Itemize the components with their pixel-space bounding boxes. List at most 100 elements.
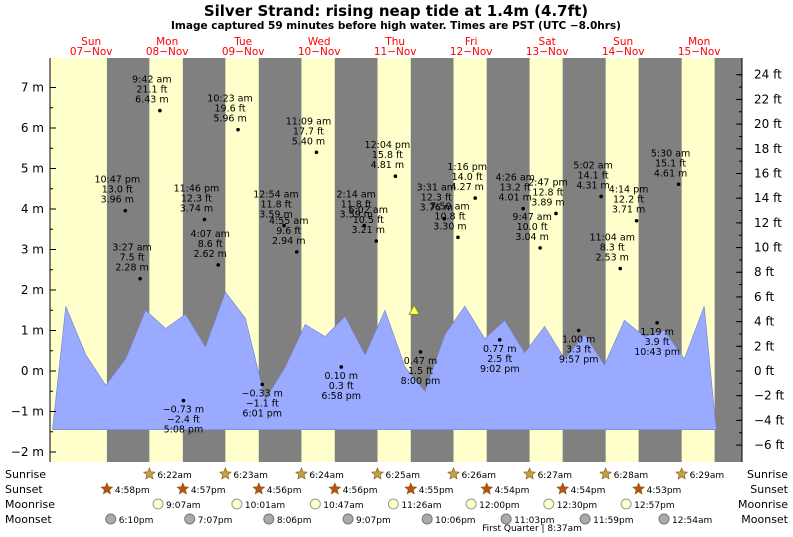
- moonrise-icon: [620, 498, 632, 510]
- tide-m-label: 3.89 m: [531, 197, 564, 208]
- tide-time-label: 11:46 pm: [174, 184, 220, 195]
- tide-point: [181, 398, 186, 403]
- day-name: Tue: [233, 36, 252, 48]
- tide-m-label: 1.00 m: [562, 335, 595, 346]
- tide-ft-label: 21.1 ft: [136, 85, 167, 96]
- left-tick-label: 1 m: [21, 324, 44, 338]
- row-label-right: Moonrise: [738, 498, 788, 511]
- tide-m-label: 5.40 m: [292, 136, 325, 147]
- sunrise-time: 6:27am: [538, 471, 573, 481]
- moonset-time: 11:59pm: [593, 516, 633, 526]
- tide-point: [456, 235, 460, 240]
- tide-time-label: 10:43 pm: [634, 347, 680, 358]
- moonrise-icon: [309, 498, 321, 510]
- day-name: Thu: [384, 36, 405, 48]
- first-quarter-label: First Quarter | 8:37am: [482, 524, 582, 534]
- moonset-time: 12:54am: [672, 516, 712, 526]
- sunrise-time: 6:29am: [690, 471, 725, 481]
- tide-point: [158, 108, 162, 113]
- tide-point: [123, 208, 128, 213]
- sunrise-icon: [142, 467, 156, 480]
- sunset-time: 4:56pm: [343, 486, 378, 496]
- day-name: Mon: [156, 36, 178, 48]
- tide-ft-label: 13.0 ft: [102, 185, 133, 196]
- day-labels: Sun07−NovMon08−NovTue09−NovWed10−NovThu1…: [70, 36, 721, 58]
- moonset-time: 10:06pm: [435, 516, 475, 526]
- tide-ft-label: 17.7 ft: [293, 126, 324, 137]
- tide-m-label: 1.19 m: [640, 327, 673, 338]
- tide-m-label: 0.47 m: [404, 356, 437, 367]
- tide-point: [393, 174, 398, 178]
- sunrise-time: 6:23am: [233, 471, 268, 481]
- tide-m-label: 3.21 m: [352, 225, 385, 236]
- moonset-icon: [579, 513, 591, 525]
- tide-time-label: 12:04 pm: [365, 140, 411, 151]
- moonrise-time: 12:00pm: [479, 501, 519, 511]
- left-tick-label: 0 m: [21, 364, 44, 378]
- tide-time-label: 10:47 pm: [94, 175, 140, 186]
- tide-ft-label: 8.6 ft: [198, 239, 223, 250]
- tide-ft-label: 13.2 ft: [500, 183, 531, 194]
- tide-m-label: 5.96 m: [213, 114, 246, 125]
- moonset-icon: [342, 513, 354, 525]
- tide-m-label: 3.59 m: [340, 210, 373, 221]
- sunrise-icon: [599, 467, 613, 480]
- tide-ft-label: 10.8 ft: [434, 211, 465, 222]
- tide-point: [294, 250, 299, 254]
- tide-m-label: 4.27 m: [450, 182, 483, 193]
- tide-point: [599, 194, 603, 199]
- day-date: 15−Nov: [678, 46, 721, 58]
- tide-time-label: 9:47 am: [512, 212, 551, 223]
- left-tick-label: −2 m: [11, 445, 44, 459]
- tide-m-label: 2.53 m: [596, 253, 629, 264]
- tide-point: [418, 350, 423, 354]
- tide-m-label: 3.71 m: [612, 205, 645, 216]
- tide-point: [497, 338, 502, 342]
- row-label-left: Sunrise: [5, 468, 46, 481]
- tide-point: [362, 223, 367, 228]
- tide-time-label: 2:47 pm: [528, 177, 568, 188]
- water-level-area: [52, 291, 717, 431]
- tide-point: [676, 182, 681, 187]
- row-label-right: Moonset: [741, 513, 788, 526]
- moonset-icon: [658, 513, 670, 525]
- moonset-time: 9:07pm: [356, 516, 391, 526]
- tide-ft-label: 14.1 ft: [578, 170, 609, 181]
- moonrise-time: 11:26am: [401, 501, 441, 511]
- tide-time-label: 4:55 am: [269, 216, 308, 227]
- tide-time-label: 6:01 pm: [242, 408, 282, 419]
- day-date: 14−Nov: [602, 46, 645, 58]
- tide-ft-label: 11.8 ft: [260, 200, 291, 211]
- tide-m-label: 4.81 m: [371, 160, 404, 171]
- day-date: 13−Nov: [526, 46, 569, 58]
- tide-m-label: 0.10 m: [325, 371, 358, 382]
- sunrise-time: 6:28am: [614, 471, 649, 481]
- moonset-time: 7:07pm: [198, 516, 233, 526]
- tide-m-label: 3.76 m: [420, 203, 453, 214]
- tide-m-label: 4.31 m: [576, 180, 609, 191]
- tide-ft-label: 9.6 ft: [276, 226, 301, 237]
- right-tick-label: −6 ft: [754, 438, 785, 452]
- sunset-time: 4:58pm: [115, 486, 150, 496]
- sunrise-icon: [294, 467, 308, 480]
- tide-point: [282, 223, 286, 228]
- tide-ft-label: 0.3 ft: [329, 381, 354, 392]
- tide-time-label: 11:09 am: [286, 116, 331, 127]
- left-tick-label: 4 m: [21, 202, 44, 216]
- tide-time-label: 12:54 am: [253, 190, 298, 201]
- tide-m-label: 3.59 m: [259, 210, 292, 221]
- sunset-time: 4:55pm: [419, 486, 454, 496]
- tide-time-label: 1:16 pm: [447, 162, 487, 173]
- day-name: Sun: [81, 36, 101, 48]
- tide-time-label: 9:57 pm: [559, 355, 599, 366]
- tide-m-label: 2.28 m: [115, 263, 148, 274]
- right-tick-label: 10 ft: [754, 241, 782, 255]
- tide-ft-label: 19.6 ft: [214, 104, 245, 115]
- tide-time-label: 5:30 am: [651, 148, 690, 159]
- sunrise-icon: [371, 467, 384, 480]
- tide-time-label: 9:02 pm: [480, 364, 520, 375]
- left-tick-label: 7 m: [21, 81, 44, 95]
- sunrise-time: 6:25am: [385, 471, 420, 481]
